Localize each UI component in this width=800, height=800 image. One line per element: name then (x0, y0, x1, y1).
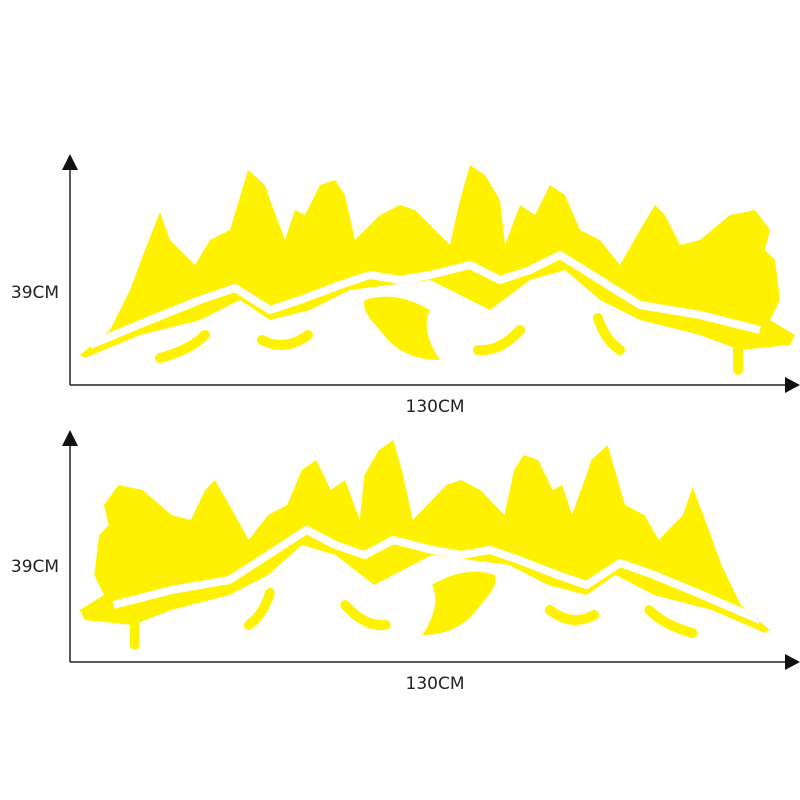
arrow-up (62, 430, 78, 446)
width-label: 130CM (406, 397, 465, 417)
panel-top: 39CM 130CM (11, 154, 800, 417)
decal (80, 165, 795, 370)
width-label: 130CM (406, 674, 465, 694)
arrow-right (785, 654, 800, 670)
arrow-right (785, 377, 800, 393)
panel-bottom: 39CM 130CM (11, 430, 800, 694)
arrow-up (62, 154, 78, 170)
height-label: 39CM (11, 557, 59, 577)
decal (80, 440, 770, 645)
height-label: 39CM (11, 283, 59, 303)
